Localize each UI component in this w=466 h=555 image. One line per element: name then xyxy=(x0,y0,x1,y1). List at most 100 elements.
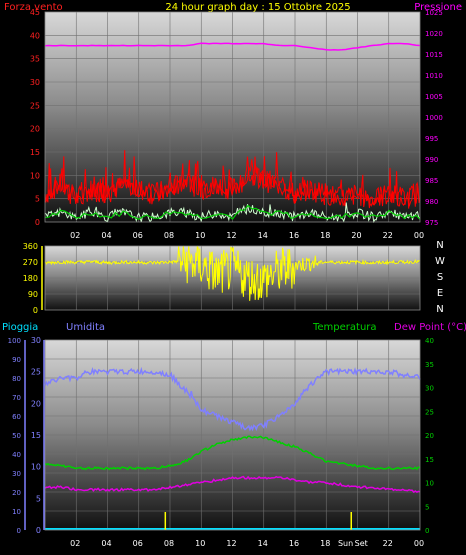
compass-letter: W xyxy=(435,256,445,267)
rain-y-tick: 60 xyxy=(12,413,21,421)
bottom-x-tick: 06 xyxy=(133,539,143,548)
wind-y-tick: 20 xyxy=(30,125,40,134)
pressure-y-tick: 1000 xyxy=(425,114,443,122)
direction-y-tick: 180 xyxy=(23,274,38,283)
wind-y-tick: 15 xyxy=(30,148,40,157)
pressure-line xyxy=(44,42,421,51)
x-tick: 20 xyxy=(351,231,361,240)
rain-y-tick: 80 xyxy=(12,375,21,383)
bottom-x-tick: 02 xyxy=(70,539,80,548)
bottom-x-tick: 00 xyxy=(414,539,424,548)
compass-letter: E xyxy=(437,288,443,299)
pressure-y-tick: 1010 xyxy=(425,72,443,80)
humidity-y-tick: 30 xyxy=(31,336,41,345)
pressure-y-tick: 1005 xyxy=(425,93,443,101)
dewpoint-line xyxy=(44,475,421,494)
compass-letter: N xyxy=(436,304,443,315)
wind-y-tick: 30 xyxy=(30,78,40,87)
wind-y-tick: 40 xyxy=(30,31,40,40)
bottom-x-tick: 12 xyxy=(226,539,236,548)
x-tick: 00 xyxy=(414,231,424,240)
rain-y-tick: 50 xyxy=(12,432,21,440)
humidity-y-tick: 15 xyxy=(31,431,41,440)
pressure-y-tick: 1020 xyxy=(425,30,443,38)
direction-y-tick: 360 xyxy=(23,242,38,251)
direction-y-tick: 270 xyxy=(23,258,38,267)
rain-y-tick: 10 xyxy=(12,508,21,516)
humidity-label: Umidita xyxy=(66,322,105,333)
pressure-label: Pressione xyxy=(414,2,462,13)
pressure-y-tick: 1015 xyxy=(425,51,443,59)
wind-direction-plot-frame xyxy=(44,245,421,311)
humidity-y-tick: 5 xyxy=(36,494,41,503)
compass-letter: N xyxy=(436,240,443,251)
x-tick: 10 xyxy=(195,231,205,240)
pressure-y-tick: 980 xyxy=(425,198,438,206)
bottom-x-tick: 14 xyxy=(258,539,268,548)
wind-speed-label: Forza vento xyxy=(4,2,63,13)
bottom-x-tick: 22 xyxy=(383,539,393,548)
wind-y-tick: 45 xyxy=(30,8,40,17)
temperature-y-tick: 30 xyxy=(425,385,434,393)
humidity-line xyxy=(44,366,421,432)
chart-title: 24 hour graph day : 15 Ottobre 2025 xyxy=(165,2,350,13)
temperature-y-tick: 0 xyxy=(425,527,429,535)
temperature-y-tick: 20 xyxy=(425,432,434,440)
x-tick: 22 xyxy=(383,231,393,240)
bottom-x-tick: 10 xyxy=(195,539,205,548)
bottom-x-tick: 08 xyxy=(164,539,174,548)
humidity-y-tick: 25 xyxy=(31,368,41,377)
bottom-x-tick: Set xyxy=(355,539,368,548)
pressure-y-tick: 990 xyxy=(425,156,438,164)
pressure-y-tick: 975 xyxy=(425,219,438,227)
pressure-y-tick: 1025 xyxy=(425,9,443,17)
temperature-y-tick: 35 xyxy=(425,361,434,369)
wind-y-tick: 0 xyxy=(35,218,40,227)
wind-y-tick: 10 xyxy=(30,171,40,180)
rain-label: Pioggia xyxy=(2,322,38,333)
dewpoint-label: Dew Point (°C) xyxy=(394,322,466,333)
pressure-y-tick: 985 xyxy=(425,177,438,185)
wind-direction-panel: 0 90 180 270 360 xyxy=(23,242,421,315)
wind-y-tick: 25 xyxy=(30,101,40,110)
temperature-y-tick: 5 xyxy=(425,503,429,511)
rain-y-tick: 100 xyxy=(8,337,21,345)
bottom-x-tick: Sun xyxy=(338,539,353,548)
temperature-y-tick: 25 xyxy=(425,408,434,416)
rain-y-tick: 70 xyxy=(12,394,21,402)
bottom-x-tick: 18 xyxy=(320,539,330,548)
x-tick: 12 xyxy=(226,231,236,240)
rain-y-tick: 0 xyxy=(17,527,21,535)
direction-y-tick: 0 xyxy=(33,306,38,315)
temperature-y-tick: 15 xyxy=(425,456,434,464)
rain-y-tick: 20 xyxy=(12,489,21,497)
x-tick: 16 xyxy=(289,231,299,240)
temperature-y-tick: 10 xyxy=(425,480,434,488)
x-tick: 04 xyxy=(101,231,111,240)
temperature-y-tick: 40 xyxy=(425,337,434,345)
x-tick: 08 xyxy=(164,231,174,240)
humidity-temperature-panel: 0102030405060708090100051015202530051015… xyxy=(8,336,434,548)
wind-pressure-panel: 0510152025303540459759809859909951000100… xyxy=(30,8,443,240)
wind-pressure-plot-frame xyxy=(44,11,421,223)
temperature-line xyxy=(44,435,421,471)
bottom-x-tick: 04 xyxy=(101,539,111,548)
x-tick: 02 xyxy=(70,231,80,240)
humidity-y-tick: 20 xyxy=(31,399,41,408)
rain-y-tick: 30 xyxy=(12,470,21,478)
bottom-x-tick: 16 xyxy=(289,539,299,548)
wind-speed-line-overlay xyxy=(44,156,420,207)
x-tick: 06 xyxy=(133,231,143,240)
humidity-y-tick: 0 xyxy=(36,526,41,535)
x-tick: 14 xyxy=(258,231,268,240)
wind-direction-line xyxy=(44,245,421,301)
pressure-y-tick: 995 xyxy=(425,135,438,143)
x-tick: 18 xyxy=(320,231,330,240)
wind-average-line xyxy=(44,204,421,220)
wind-y-tick: 35 xyxy=(30,55,40,64)
rain-y-tick: 40 xyxy=(12,451,21,459)
humidity-temperature-plot-frame xyxy=(44,339,421,531)
temperature-label: Temperatura xyxy=(312,322,377,333)
